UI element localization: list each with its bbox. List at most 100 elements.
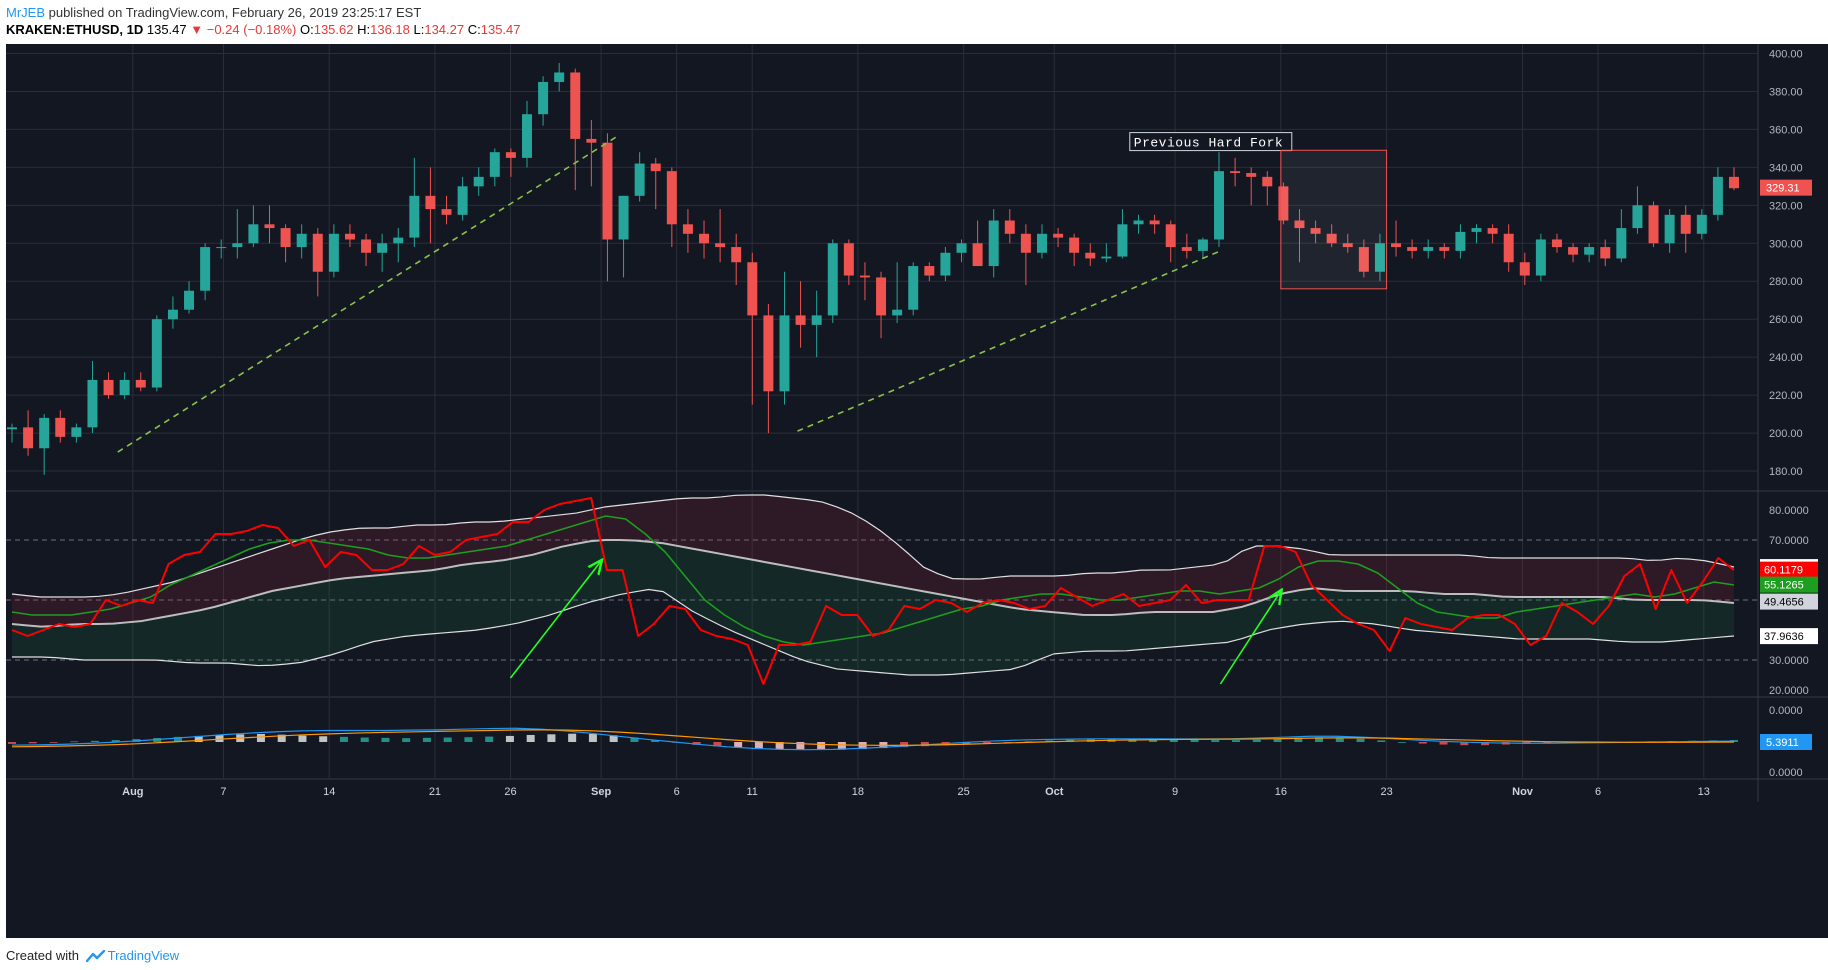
candle-body (1214, 171, 1224, 240)
price-axis-label: 320.00 (1769, 200, 1803, 212)
bb-lower-fill (12, 540, 1734, 675)
signal-line (11, 729, 1735, 748)
candle-body (328, 233, 339, 272)
time-axis-label: 25 (958, 786, 970, 798)
candle-body (87, 379, 98, 428)
histogram-bar (1294, 737, 1303, 742)
candle-body (457, 186, 468, 215)
histogram-bar (443, 737, 452, 742)
price-axis-label: 400.00 (1769, 48, 1803, 60)
created-with: Created with TradingView (6, 948, 179, 964)
histogram-bar (1460, 742, 1469, 746)
candle-body (1471, 228, 1482, 232)
histogram-bar (402, 738, 411, 742)
price-axis-label: 360.00 (1769, 124, 1803, 136)
candle-body (489, 152, 500, 177)
open-value: 135.62 (313, 22, 354, 37)
rsi-axis-label: 70.0000 (1769, 535, 1809, 547)
candle-body (586, 138, 597, 143)
candle-body (55, 417, 66, 437)
candle-body (892, 309, 903, 316)
chart-canvas[interactable]: Previous Hard Fork 180.00 200.00 220.00 240.… (6, 44, 1828, 938)
last-price-value: 329.31 (1766, 183, 1800, 195)
candle-body (473, 176, 484, 187)
price-axis-label: 220.00 (1769, 390, 1803, 402)
candle-body (1358, 247, 1369, 272)
candle-body (1197, 239, 1208, 251)
hard-fork-label-box (1129, 132, 1293, 152)
candle-body (393, 237, 404, 244)
histogram-bar (526, 734, 535, 742)
candle-body (908, 266, 919, 310)
bb-upper-fill (12, 495, 1734, 627)
author-link[interactable]: MrJEB (6, 5, 45, 20)
candle-body (522, 114, 532, 158)
rsi-value-label: 55.1265 (1764, 580, 1804, 592)
histogram-bar (194, 735, 203, 742)
candle-body (1101, 256, 1112, 259)
candle-body (296, 233, 307, 248)
last-price-tag (1760, 179, 1812, 196)
tradingview-link[interactable]: TradingView (107, 948, 180, 963)
candle-body (811, 315, 822, 325)
candle-body (1696, 214, 1707, 234)
candle-body (1648, 205, 1659, 244)
histogram-bar (28, 742, 37, 744)
histogram-bar (1149, 739, 1158, 742)
candle-body (1036, 233, 1047, 253)
rsi-value-tag (1760, 561, 1818, 578)
histogram-bar (1211, 740, 1220, 742)
created-with-text: Created with (6, 948, 79, 963)
price-axis-label: 340.00 (1769, 162, 1803, 174)
candle-body (1165, 224, 1176, 248)
close-label: C: (467, 22, 481, 37)
candle-body (184, 290, 195, 310)
candle-body (312, 233, 323, 272)
candle-body (505, 152, 516, 158)
candle-body (940, 252, 951, 276)
time-axis-label: 11 (746, 786, 757, 798)
candle-body (1664, 214, 1675, 244)
histogram-bar (49, 742, 58, 743)
bb-basis (11, 539, 1735, 628)
candle-body (1712, 176, 1723, 215)
candle-body (779, 315, 790, 392)
time-axis-label: Sep (591, 786, 611, 798)
candle-body (1133, 220, 1144, 225)
histogram-bar (796, 742, 805, 750)
macd-value-tag (1760, 734, 1812, 750)
candle-body (924, 266, 935, 276)
candle-body (827, 243, 838, 316)
candle-body (956, 243, 967, 253)
time-axis-label: 14 (323, 786, 335, 798)
candle-body (1326, 233, 1337, 244)
price-axis-label: 200.00 (1769, 428, 1803, 440)
candle-body (682, 224, 693, 234)
candle-body (1294, 220, 1305, 229)
price-axis-label: 280.00 (1769, 276, 1803, 288)
candle-body (1519, 262, 1530, 276)
symbol-line: KRAKEN:ETHUSD, 1D 135.47 ▼ −0.24 (−0.18%… (6, 22, 521, 37)
histogram-bar (630, 737, 639, 742)
time-axis-label: Oct (1045, 786, 1064, 798)
histogram-bar (70, 741, 79, 743)
candle-body (1568, 247, 1579, 255)
candle-body (1149, 220, 1160, 225)
histogram-bar (360, 737, 369, 742)
chart-footer: Created with TradingView (0, 938, 1828, 970)
candle-body (23, 427, 34, 449)
candle-body (1535, 239, 1546, 276)
histogram-bar (485, 736, 494, 742)
chart-area[interactable]: Previous Hard Fork 180.00 200.00 220.00 240.… (6, 44, 1828, 938)
candle-body (151, 319, 162, 388)
tradingview-logo-icon (85, 949, 105, 962)
candle-body (1439, 247, 1450, 251)
close-value: 135.47 (480, 22, 521, 37)
high-label: H: (357, 22, 371, 37)
time-axis-label: Aug (122, 786, 143, 798)
candle-body (972, 243, 983, 267)
rsi-axis-label: 20.0000 (1769, 685, 1809, 697)
candle-body (361, 239, 372, 253)
time-axis-label: 6 (674, 786, 680, 798)
candle-body (1053, 233, 1064, 238)
